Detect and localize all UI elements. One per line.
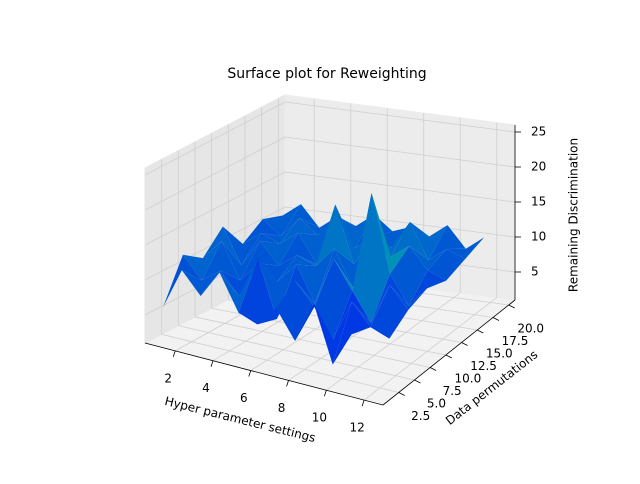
surface-patch: [221, 240, 260, 281]
x-tick-label: 2: [164, 371, 172, 385]
surface-patch: [390, 245, 428, 306]
surface-patch: [313, 301, 352, 365]
surface-patch: [314, 258, 353, 340]
y-tick-label: 10.0: [454, 372, 481, 386]
z-tick-label: 20: [531, 160, 546, 174]
axes: 2 4 6 8 10 12 2.55.07.510.012.515.017.520.0 5 10…: [144, 125, 546, 435]
z-tick-label: 10: [531, 230, 546, 244]
surface-patch: [332, 301, 371, 365]
x-tick-label: 6: [240, 391, 248, 405]
surface-patch: [279, 218, 318, 244]
surface-patch: [317, 216, 356, 236]
tick-mark: [210, 360, 214, 367]
surface-patch: [315, 204, 354, 267]
surface-patch: [257, 281, 296, 325]
surface-patch: [336, 214, 375, 249]
surface-patch: [182, 241, 222, 281]
surface-patch: [428, 225, 466, 261]
surface-patch: [238, 258, 277, 325]
z-tick-label: 5: [531, 265, 539, 279]
surface-patch: [242, 219, 282, 244]
surface-patch: [276, 281, 315, 342]
y-tick-label: 12.5: [470, 359, 497, 373]
y-tick-label: 2.5: [411, 409, 430, 423]
y-tick-label: 15.0: [486, 347, 513, 361]
surface-patch: [409, 245, 447, 271]
surface-patch: [241, 233, 280, 266]
surface-patch: [281, 204, 320, 237]
surface-patch: [262, 204, 301, 237]
surface-patch: [427, 249, 466, 281]
surface-patch: [352, 193, 391, 323]
y-tick-label: 20.0: [517, 322, 544, 336]
surface-patch: [299, 216, 338, 236]
tick-mark: [414, 379, 421, 384]
surface-patch: [258, 255, 298, 282]
x-axis-line: [144, 342, 384, 406]
tick-mark: [429, 367, 437, 371]
tick-mark: [172, 350, 176, 357]
grid-line: [284, 171, 516, 203]
surface-patch: [370, 273, 409, 323]
grid-line: [194, 316, 431, 368]
tick-mark: [445, 354, 453, 359]
grid-line: [144, 171, 286, 246]
tick-mark: [361, 399, 365, 407]
chart-title: Surface plot for Reweighting: [227, 66, 426, 82]
grid-line: [178, 325, 415, 381]
surface-patch: [201, 241, 241, 281]
surface-patch: [261, 218, 300, 244]
tick-mark: [286, 380, 289, 387]
surface: [162, 193, 485, 365]
surface-patch: [446, 237, 485, 260]
surface-patch: [333, 290, 371, 340]
surface-patch: [408, 270, 447, 306]
surface-patch: [219, 258, 258, 313]
surface-patch: [276, 264, 315, 319]
surface-patch: [409, 222, 448, 261]
x-tick-label: 10: [312, 411, 327, 425]
surface-patch: [298, 217, 337, 265]
surface-patch: [390, 222, 429, 261]
surface-patch: [277, 255, 316, 282]
tick-mark: [323, 390, 327, 397]
y-tick-label: 7.5: [443, 384, 462, 398]
surface-patch: [202, 226, 242, 266]
tick-mark: [508, 304, 515, 309]
tick-mark: [248, 370, 252, 377]
z-axis-label: Remaining Discrimination: [567, 138, 581, 292]
grid-line: [284, 101, 516, 133]
grid-line: [284, 136, 516, 168]
surface-patch: [370, 284, 409, 339]
x-tick-label: 4: [202, 381, 210, 395]
y-tick-label: 17.5: [502, 334, 529, 348]
z-tick-label: 25: [531, 125, 546, 139]
surface-patch: [371, 193, 410, 274]
tick-mark: [398, 392, 405, 396]
y-axis-line: [382, 299, 516, 406]
z-tick-label: 15: [531, 195, 546, 209]
grid-line: [284, 206, 516, 238]
grid-line: [144, 136, 286, 211]
surface-patch: [162, 254, 202, 308]
surface-patch: [278, 232, 317, 266]
x-tick-label: 8: [278, 401, 286, 415]
tick-mark: [492, 317, 500, 321]
surface-patch: [222, 226, 262, 266]
grid-line: [161, 333, 399, 393]
surface-patch: [296, 248, 335, 304]
grid-line: [144, 101, 286, 176]
y-tick-label: 5.0: [427, 397, 446, 411]
surface-patch: [181, 270, 221, 297]
surface-patch: [220, 263, 259, 297]
tick-mark: [461, 342, 468, 346]
x-tick-label: 12: [349, 421, 364, 435]
surface-patch: [257, 258, 297, 319]
tick-mark: [477, 329, 484, 334]
surface-patch: [259, 232, 299, 266]
